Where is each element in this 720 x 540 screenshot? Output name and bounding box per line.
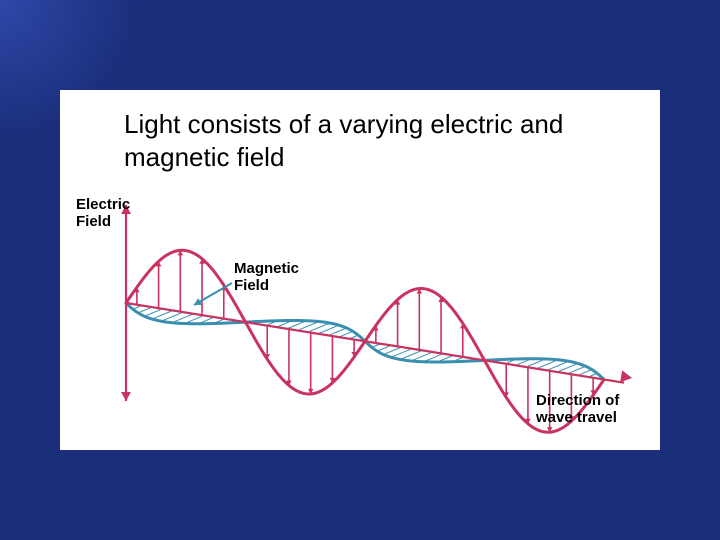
direction-label: Direction of wave travel bbox=[536, 393, 619, 426]
electric-field-label-line1: Electric bbox=[76, 196, 130, 213]
electric-field-label-line2: Field bbox=[76, 213, 111, 230]
direction-label-line1: Direction of bbox=[536, 392, 619, 409]
magnetic-field-label-line2: Field bbox=[234, 277, 269, 294]
slide-card: Light consists of a varying electric and… bbox=[60, 90, 660, 450]
direction-label-line2: wave travel bbox=[536, 409, 617, 426]
em-wave-diagram: Electric Field Magnetic Field Direction … bbox=[84, 183, 636, 443]
magnetic-field-label: Magnetic Field bbox=[234, 261, 299, 294]
slide-title: Light consists of a varying electric and… bbox=[84, 108, 636, 173]
electric-field-label: Electric Field bbox=[76, 197, 130, 230]
magnetic-field-label-line1: Magnetic bbox=[234, 260, 299, 277]
